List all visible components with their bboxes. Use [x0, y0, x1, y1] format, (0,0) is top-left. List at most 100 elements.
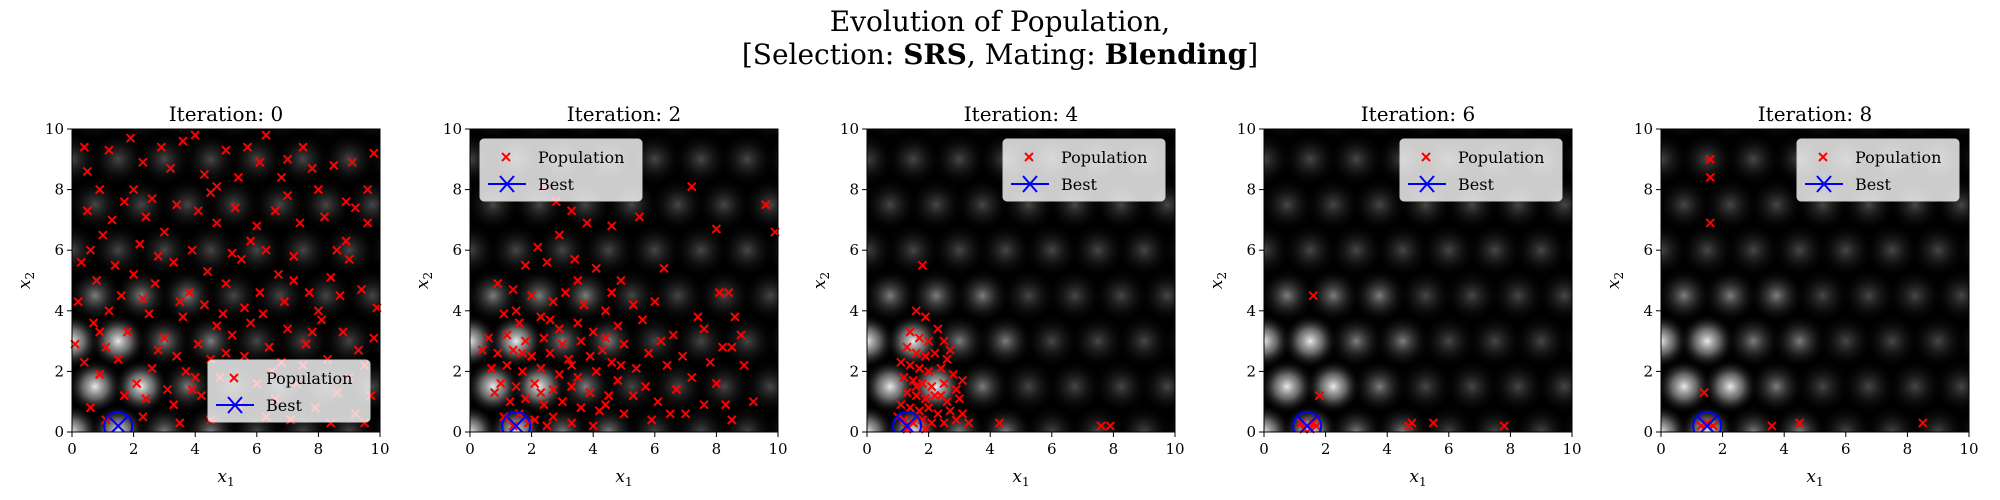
population-marker — [1296, 418, 1306, 428]
plot-frame — [1660, 128, 1970, 433]
population-marker — [606, 221, 617, 231]
legend-box — [207, 359, 371, 423]
landscape-blob — [1536, 359, 1572, 414]
population-marker — [350, 203, 361, 213]
landscape-blob — [1702, 268, 1759, 323]
landscape-blob — [1264, 222, 1292, 278]
population-marker — [557, 339, 568, 349]
landscape-blob — [1490, 268, 1546, 323]
population-marker — [680, 409, 691, 419]
x-tick-label: 8 — [1109, 440, 1119, 458]
y-tick-label: 0 — [849, 423, 859, 441]
landscape-blob — [90, 313, 146, 369]
landscape-blob — [113, 268, 170, 323]
landscape-blob — [931, 222, 988, 278]
landscape-blob — [789, 87, 844, 142]
population-marker — [548, 297, 558, 307]
population-marker — [920, 393, 931, 404]
population-marker — [1699, 387, 1709, 398]
legend-best-marker — [1419, 175, 1435, 193]
population-marker — [643, 348, 654, 358]
landscape-blob — [1305, 359, 1362, 414]
x-tick-label: 6 — [1047, 440, 1057, 458]
landscape-blob — [696, 359, 752, 414]
population-marker — [332, 245, 342, 255]
population-marker — [911, 348, 921, 358]
x-tick-label: 8 — [712, 440, 722, 458]
population-marker — [477, 345, 488, 355]
population-marker — [573, 318, 583, 328]
landscape-blob — [1024, 313, 1080, 369]
landscape-blob — [1264, 359, 1315, 414]
population-marker — [514, 318, 524, 328]
population-marker — [724, 287, 734, 298]
population-marker — [82, 166, 93, 177]
population-marker — [585, 387, 595, 398]
subplot-title: Iteration: 0 — [169, 102, 283, 126]
landscape-blob — [867, 359, 918, 414]
population-marker — [85, 403, 96, 413]
landscape-blob — [321, 313, 377, 369]
x-tick-label: 10 — [1165, 440, 1184, 458]
x-tick-label: 6 — [252, 440, 262, 458]
population-marker — [936, 363, 946, 374]
landscape-blob — [182, 222, 239, 278]
population-marker — [502, 360, 512, 371]
population-marker — [233, 172, 244, 183]
population-marker — [116, 290, 126, 301]
landscape-blob — [1679, 222, 1735, 278]
landscape-blob — [867, 132, 895, 187]
population-marker — [499, 309, 509, 319]
population-marker — [628, 390, 638, 401]
population-marker — [662, 360, 672, 371]
population-marker — [98, 230, 108, 240]
landscape-blob — [1933, 268, 1969, 323]
landscape-blob — [789, 177, 844, 232]
population-marker — [911, 390, 921, 401]
population-marker — [1705, 154, 1715, 165]
x-tick-label: 8 — [1903, 440, 1913, 458]
x-tick-label: 2 — [1718, 440, 1728, 458]
population-marker — [548, 412, 558, 422]
landscape-blob — [1748, 268, 1805, 323]
population-marker — [720, 400, 731, 410]
population-marker — [600, 400, 611, 410]
population-marker — [585, 351, 595, 361]
landscape-blob — [72, 132, 100, 187]
selection-label: Selection: — [752, 38, 895, 71]
population-marker — [923, 336, 934, 346]
y-tick-label: 8 — [1246, 181, 1256, 199]
legend-best-label: Best — [266, 396, 302, 415]
population-marker — [245, 318, 256, 328]
y-tick-label: 8 — [54, 181, 64, 199]
population-marker — [619, 409, 629, 419]
population-marker — [911, 306, 921, 316]
landscape-blob — [1536, 268, 1572, 323]
best-marker-circle — [501, 410, 532, 432]
landscape-blob — [321, 222, 377, 278]
landscape-blob — [1000, 359, 1057, 414]
population-marker — [227, 330, 237, 340]
landscape-blob — [1841, 359, 1897, 414]
plot-frame — [866, 128, 1176, 433]
population-marker — [914, 333, 925, 343]
landscape-blob — [1661, 313, 1689, 369]
population-marker — [573, 275, 583, 286]
population-marker — [82, 206, 93, 216]
population-marker — [239, 303, 250, 313]
population-marker — [190, 372, 200, 383]
landscape-blob — [1583, 268, 1638, 323]
population-marker — [128, 269, 139, 280]
population-marker — [1311, 421, 1322, 431]
landscape-blob — [1933, 359, 1969, 414]
y-tick-label: 2 — [1643, 362, 1653, 380]
landscape-blob — [789, 268, 844, 323]
y-tick-label: 6 — [452, 241, 462, 259]
population-marker — [282, 154, 293, 165]
x-tick-label: 4 — [1382, 440, 1392, 458]
selection-value: SRS — [903, 38, 967, 71]
landscape-blob — [1748, 177, 1805, 233]
legend-best-marker — [227, 396, 243, 414]
population-marker — [316, 315, 327, 325]
population-marker — [1767, 421, 1777, 431]
